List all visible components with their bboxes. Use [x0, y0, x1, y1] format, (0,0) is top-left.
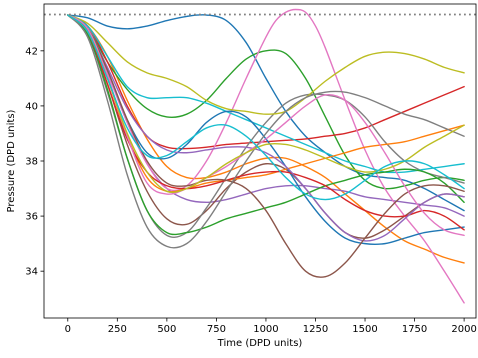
series-line-7	[67, 8, 465, 304]
series-line-17	[67, 14, 465, 237]
series-line-9	[67, 14, 465, 115]
y-tick-label: 40	[25, 101, 38, 112]
series-line-10	[67, 14, 465, 174]
series-group	[67, 8, 465, 304]
x-tick-label: 1500	[352, 324, 377, 335]
x-tick-label: 1000	[253, 324, 278, 335]
y-tick-label: 42	[25, 46, 38, 57]
series-line-15	[67, 14, 465, 242]
x-axis-title: Time (DPD units)	[217, 338, 303, 349]
y-tick-label: 36	[25, 212, 38, 223]
series-line-1	[67, 14, 465, 212]
series-line-19	[67, 14, 465, 194]
y-axis: 34 36 38 40 42	[25, 46, 44, 278]
x-tick-label: 1250	[303, 324, 328, 335]
y-tick-label: 34	[25, 267, 38, 278]
series-line-16	[67, 14, 465, 278]
y-tick-label: 38	[25, 157, 38, 168]
series-line-3	[67, 14, 465, 190]
x-tick-label: 0	[65, 324, 71, 335]
series-line-6	[67, 14, 465, 239]
x-axis: 0 250 500 750 1000 1250 1500 1750 2000	[65, 318, 477, 335]
series-line-18	[67, 14, 465, 249]
series-line-4	[67, 14, 465, 150]
series-line-2	[67, 14, 465, 264]
y-axis-title: Pressure (DPD units)	[6, 109, 17, 212]
x-tick-label: 1750	[402, 324, 427, 335]
series-line-20	[67, 14, 465, 201]
x-tick-label: 2000	[451, 324, 476, 335]
x-tick-label: 500	[157, 324, 176, 335]
x-tick-label: 750	[207, 324, 226, 335]
series-line-13	[67, 14, 465, 236]
x-tick-label: 250	[108, 324, 127, 335]
